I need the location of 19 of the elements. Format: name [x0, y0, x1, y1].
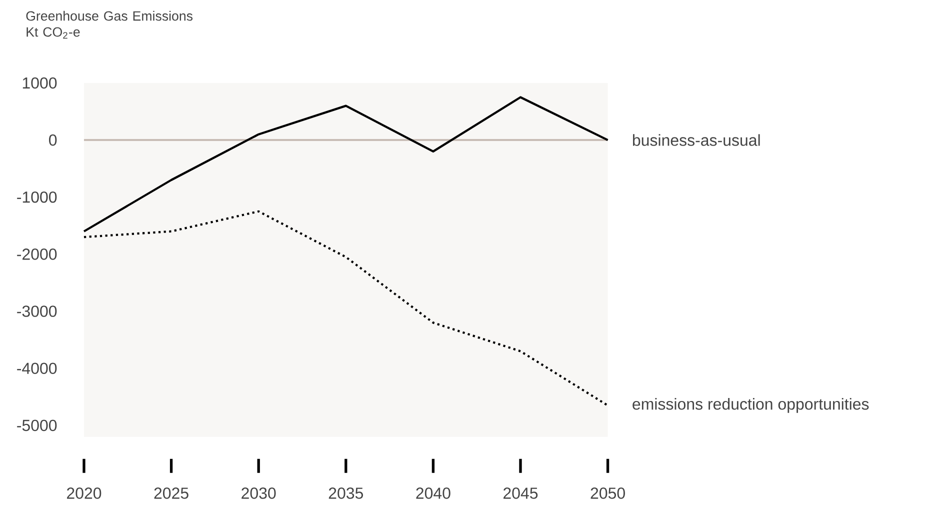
x-tick-label: 2030: [242, 488, 276, 499]
y-tick-label: 1000: [22, 77, 57, 89]
line-series: [82, 96, 609, 233]
y-tick-label: -3000: [17, 306, 57, 318]
x-tick-label: 2040: [416, 488, 450, 499]
y-axis-title: Greenhouse Gas Emissions Kt CO$_{2}$-e: [26, 11, 193, 39]
y-tick-label: -1000: [17, 192, 57, 203]
y-tick-label: -2000: [17, 248, 57, 260]
y-tick-label: -4000: [17, 362, 57, 374]
y-tick-label: 0: [49, 134, 57, 146]
x-tick-label: 2035: [328, 488, 363, 499]
y-tick-label: -5000: [17, 420, 57, 432]
line-series: [82, 210, 609, 407]
series-label: emissions reduction opportunities: [632, 398, 869, 413]
x-tick-label: 2025: [154, 488, 188, 499]
x-tick-label: 2020: [66, 488, 102, 499]
series-label: business-as-usual: [632, 134, 760, 146]
x-tick-label: 2050: [590, 488, 625, 499]
x-tick-label: 2045: [503, 488, 538, 499]
